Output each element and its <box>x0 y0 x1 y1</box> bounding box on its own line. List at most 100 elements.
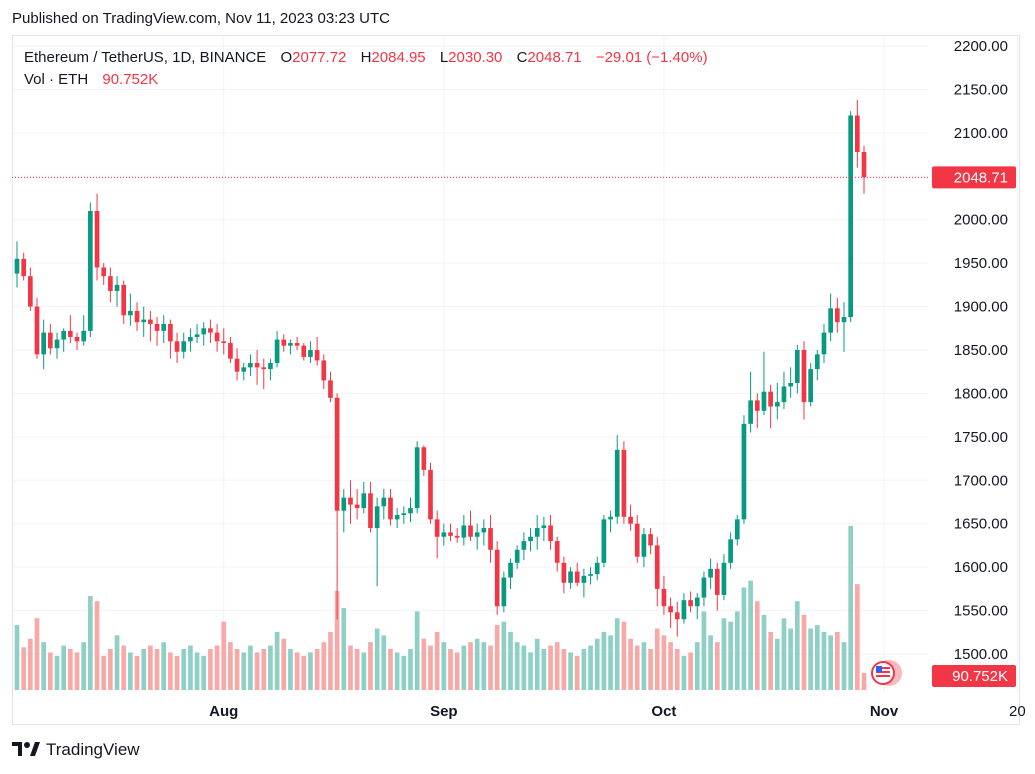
candle-body <box>314 350 320 361</box>
tradingview-logo[interactable]: TradingView <box>12 740 140 760</box>
volume-bar <box>841 642 847 690</box>
candle-body <box>574 571 580 583</box>
volume-bar <box>194 652 200 690</box>
y-tick-label: 1700.00 <box>954 472 1008 489</box>
candle-body <box>708 568 713 578</box>
volume-bar <box>368 642 373 690</box>
chart-pane[interactable] <box>12 35 1020 725</box>
volume-bar <box>134 655 140 690</box>
candle-body <box>88 211 93 331</box>
candle-body <box>654 545 660 589</box>
candle-body <box>274 339 280 364</box>
volume-bar <box>754 601 760 690</box>
volume-bar <box>168 652 173 690</box>
volume-bar <box>634 645 640 690</box>
candle-body <box>488 528 493 550</box>
volume-bar <box>148 645 153 690</box>
volume-bar <box>674 649 680 690</box>
volume-label: Vol · ETH <box>24 71 89 88</box>
volume-bar <box>374 628 380 690</box>
candle-body <box>494 549 500 607</box>
volume-bar <box>701 611 707 690</box>
x-tick-label: Sep <box>430 703 458 720</box>
close-value: 2048.71 <box>527 49 582 66</box>
candle-body <box>788 383 793 387</box>
candle-body <box>714 568 720 595</box>
candle-body <box>628 516 633 524</box>
volume-bar <box>334 590 340 690</box>
volume-bar <box>748 580 753 690</box>
volume-bar <box>321 642 327 690</box>
volume-bar <box>568 652 573 690</box>
volume-bar <box>741 587 747 690</box>
candle-body <box>514 549 520 563</box>
candle-body <box>61 330 67 340</box>
candle-body <box>214 332 220 342</box>
volume-bar <box>354 649 360 690</box>
x-tick-label: Nov <box>870 703 899 720</box>
candle-body <box>268 363 273 370</box>
candle-body <box>801 350 807 403</box>
volume-bar <box>641 642 647 690</box>
candle-body <box>141 319 147 323</box>
volume-value: 90.752K <box>102 71 159 88</box>
volume-bar <box>468 642 473 690</box>
candle-body <box>594 562 600 575</box>
candle-body <box>561 562 567 583</box>
volume-bar <box>788 628 793 690</box>
candle-body <box>521 541 527 550</box>
candle-body <box>588 574 593 576</box>
candle-body <box>208 328 213 333</box>
candle-body <box>674 612 680 620</box>
volume-bar <box>614 618 620 690</box>
volume-bar <box>21 647 27 690</box>
volume-bar <box>221 621 227 690</box>
y-tick-label: 1550.00 <box>954 603 1008 620</box>
candle-body <box>621 449 627 517</box>
x-tick-label: Oct <box>651 703 676 720</box>
volume-bar <box>581 649 587 690</box>
candle-body <box>228 343 233 359</box>
volume-bar <box>561 649 567 690</box>
volume-bar <box>681 655 687 690</box>
candle-body <box>534 528 540 537</box>
candle-body <box>454 535 460 538</box>
candle-body <box>761 391 767 411</box>
candle-body <box>161 323 167 331</box>
volume-bar <box>254 652 260 690</box>
volume-bar <box>394 652 400 690</box>
candle-body <box>148 319 153 324</box>
volume-bar <box>121 645 127 690</box>
candle-body <box>754 400 760 411</box>
candle-body <box>768 391 773 407</box>
volume-bar <box>728 621 733 690</box>
candle-body <box>81 330 87 342</box>
volume-bar <box>268 645 273 690</box>
candle-body <box>248 363 253 368</box>
volume-bar <box>534 638 540 690</box>
price-candles <box>14 99 867 637</box>
volume-bar <box>54 655 60 690</box>
candle-body <box>861 151 867 178</box>
candle-body <box>34 306 40 355</box>
volume-bar <box>328 631 333 690</box>
high-value: 2084.95 <box>371 49 426 66</box>
volume-bar <box>128 652 133 690</box>
volume-bar <box>474 638 480 690</box>
volume-bar <box>181 649 187 690</box>
volume-bars <box>14 526 867 690</box>
volume-bar <box>188 645 193 690</box>
volume-bar <box>734 611 740 690</box>
volume-bar <box>314 649 320 690</box>
volume-bar <box>381 635 387 690</box>
us-flag-icon[interactable] <box>871 660 902 686</box>
candle-body <box>254 363 260 368</box>
candle-body <box>648 534 653 546</box>
volume-bar <box>834 631 840 690</box>
volume-bar <box>408 649 413 690</box>
last-volume-badge <box>932 665 1016 687</box>
y-tick-label: 1900.00 <box>954 299 1008 316</box>
volume-bar <box>388 649 393 690</box>
candle-body <box>774 402 780 407</box>
